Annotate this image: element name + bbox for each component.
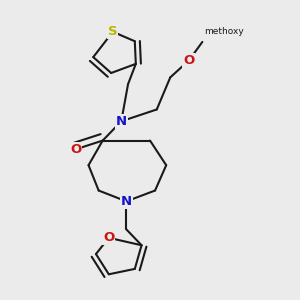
Text: S: S: [108, 25, 118, 38]
Text: methoxy: methoxy: [204, 27, 244, 36]
Text: N: N: [121, 195, 132, 208]
Text: O: O: [183, 54, 194, 67]
Text: O: O: [70, 143, 81, 156]
Text: N: N: [116, 115, 127, 128]
Text: O: O: [103, 231, 114, 244]
